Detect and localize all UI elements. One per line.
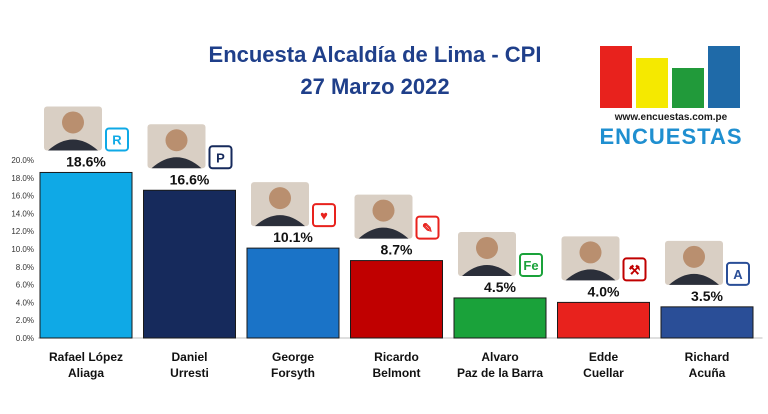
- fe-party-icon: [519, 252, 543, 277]
- candidate-suit: [255, 215, 305, 227]
- candidate-face: [165, 129, 188, 152]
- candidate-face: [476, 236, 498, 259]
- party-badge-text: Fe: [523, 258, 538, 273]
- bar: [143, 189, 236, 339]
- encuestas-logo: www.encuestas.com.pe ENCUESTAS: [596, 40, 746, 150]
- y-tick-label: 10.0%: [11, 245, 34, 254]
- party-badge-text: R: [112, 132, 122, 147]
- value-label: 4.5%: [484, 279, 516, 295]
- candidate-face: [683, 245, 705, 268]
- logo-bar: [600, 46, 632, 108]
- category-label: Aliaga: [68, 366, 104, 380]
- party-badge-text: P: [216, 150, 225, 165]
- category-label: George: [272, 350, 314, 364]
- logo-bar: [708, 46, 740, 108]
- bar: [39, 171, 133, 339]
- category-label: Urresti: [170, 366, 209, 380]
- category-label: Rafael López: [49, 350, 123, 364]
- party-badge-text: ♥: [320, 208, 328, 223]
- y-tick-label: 16.0%: [11, 192, 34, 201]
- category-label: Edde: [589, 350, 619, 364]
- candidate-face: [372, 199, 395, 222]
- candidate-face: [579, 241, 602, 264]
- candidate-suit: [565, 269, 616, 281]
- category-label: Forsyth: [271, 366, 315, 380]
- category-label: Cuellar: [583, 366, 624, 380]
- value-label: 4.0%: [588, 283, 620, 299]
- logo-bar: [672, 68, 704, 108]
- chart-subtitle: 27 Marzo 2022: [300, 74, 450, 99]
- shovel-party-icon: [622, 257, 647, 282]
- party-badge-text: A: [733, 267, 743, 282]
- candidate-suit: [358, 227, 409, 239]
- category-label: Alvaro: [481, 350, 518, 364]
- value-label: 16.6%: [170, 171, 210, 187]
- logo-bar: [636, 58, 668, 108]
- bar: [557, 301, 650, 339]
- category-label: Acuña: [689, 366, 726, 380]
- category-label: Ricardo: [374, 350, 419, 364]
- category-label: Paz de la Barra: [457, 366, 543, 380]
- value-label: 18.6%: [66, 153, 106, 169]
- y-tick-label: 4.0%: [16, 298, 34, 307]
- party-badge-text: ⚒: [629, 262, 641, 277]
- value-label: 10.1%: [273, 229, 313, 245]
- somos-peru-icon: [312, 203, 336, 228]
- category-label: Daniel: [171, 350, 207, 364]
- value-label: 8.7%: [381, 242, 413, 258]
- logo-url: www.encuestas.com.pe: [614, 112, 728, 123]
- podemos-peru-icon: [208, 145, 233, 170]
- y-tick-label: 2.0%: [16, 316, 34, 325]
- app-party-icon: [726, 261, 750, 286]
- y-tick-label: 18.0%: [11, 174, 34, 183]
- bar: [660, 306, 754, 339]
- value-label: 3.5%: [691, 288, 723, 304]
- y-tick-label: 20.0%: [11, 156, 34, 165]
- y-tick-label: 8.0%: [16, 263, 34, 272]
- bar: [453, 297, 547, 339]
- chart-title: Encuesta Alcaldía de Lima - CPI: [208, 42, 542, 67]
- y-tick-label: 14.0%: [11, 209, 34, 218]
- candidate-suit: [151, 157, 202, 169]
- bar: [246, 247, 340, 339]
- candidate-suit: [669, 273, 719, 285]
- category-label: Belmont: [373, 366, 421, 380]
- bar: [350, 260, 443, 339]
- category-label: Richard: [685, 350, 730, 364]
- y-tick-label: 0.0%: [16, 334, 34, 343]
- candidate-suit: [48, 139, 98, 151]
- party-badge-text: ✎: [422, 221, 433, 236]
- candidate-face: [62, 111, 84, 134]
- pencil-party-icon: [415, 215, 440, 240]
- candidate-face: [269, 187, 291, 210]
- logo-brand: ENCUESTAS: [599, 124, 743, 149]
- y-tick-label: 12.0%: [11, 227, 34, 236]
- y-tick-label: 6.0%: [16, 281, 34, 290]
- renovacion-popular-icon: [105, 127, 129, 152]
- candidate-suit: [462, 264, 512, 276]
